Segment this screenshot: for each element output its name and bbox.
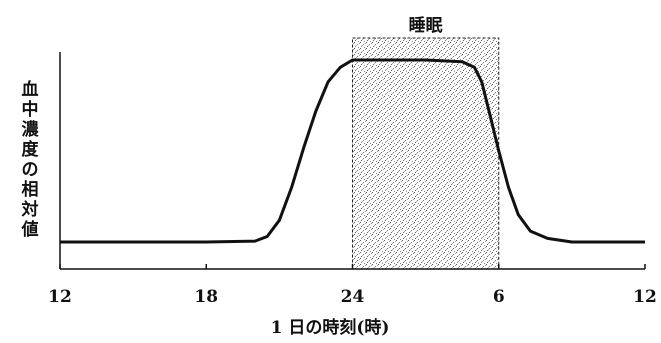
x-tick-labels: 12 18 24 6 12 xyxy=(48,287,657,307)
y-axis-title-char: 血 xyxy=(22,79,39,100)
x-tick-label: 12 xyxy=(48,287,72,307)
x-ticks xyxy=(59,264,646,269)
x-axis-title: 1 日の時刻(時) xyxy=(271,317,390,338)
y-axis-title-char: 値 xyxy=(21,219,39,240)
x-tick-label: 12 xyxy=(633,287,657,307)
y-axis-title-char: 中 xyxy=(22,99,39,120)
x-tick-label: 18 xyxy=(194,287,218,307)
series-line xyxy=(60,58,645,244)
y-axis-title-char: 度 xyxy=(22,139,40,160)
x-tick-label: 24 xyxy=(341,287,365,307)
y-axis-title-char: の xyxy=(22,160,39,180)
sleep-band-label: 睡眠 xyxy=(409,15,443,36)
sleep-band xyxy=(352,37,500,270)
y-axis-title-char: 濃 xyxy=(22,119,40,140)
x-tick-label: 6 xyxy=(493,287,505,307)
y-axis-title-char: 相 xyxy=(22,179,39,200)
y-axis-title-char: 対 xyxy=(21,199,39,220)
